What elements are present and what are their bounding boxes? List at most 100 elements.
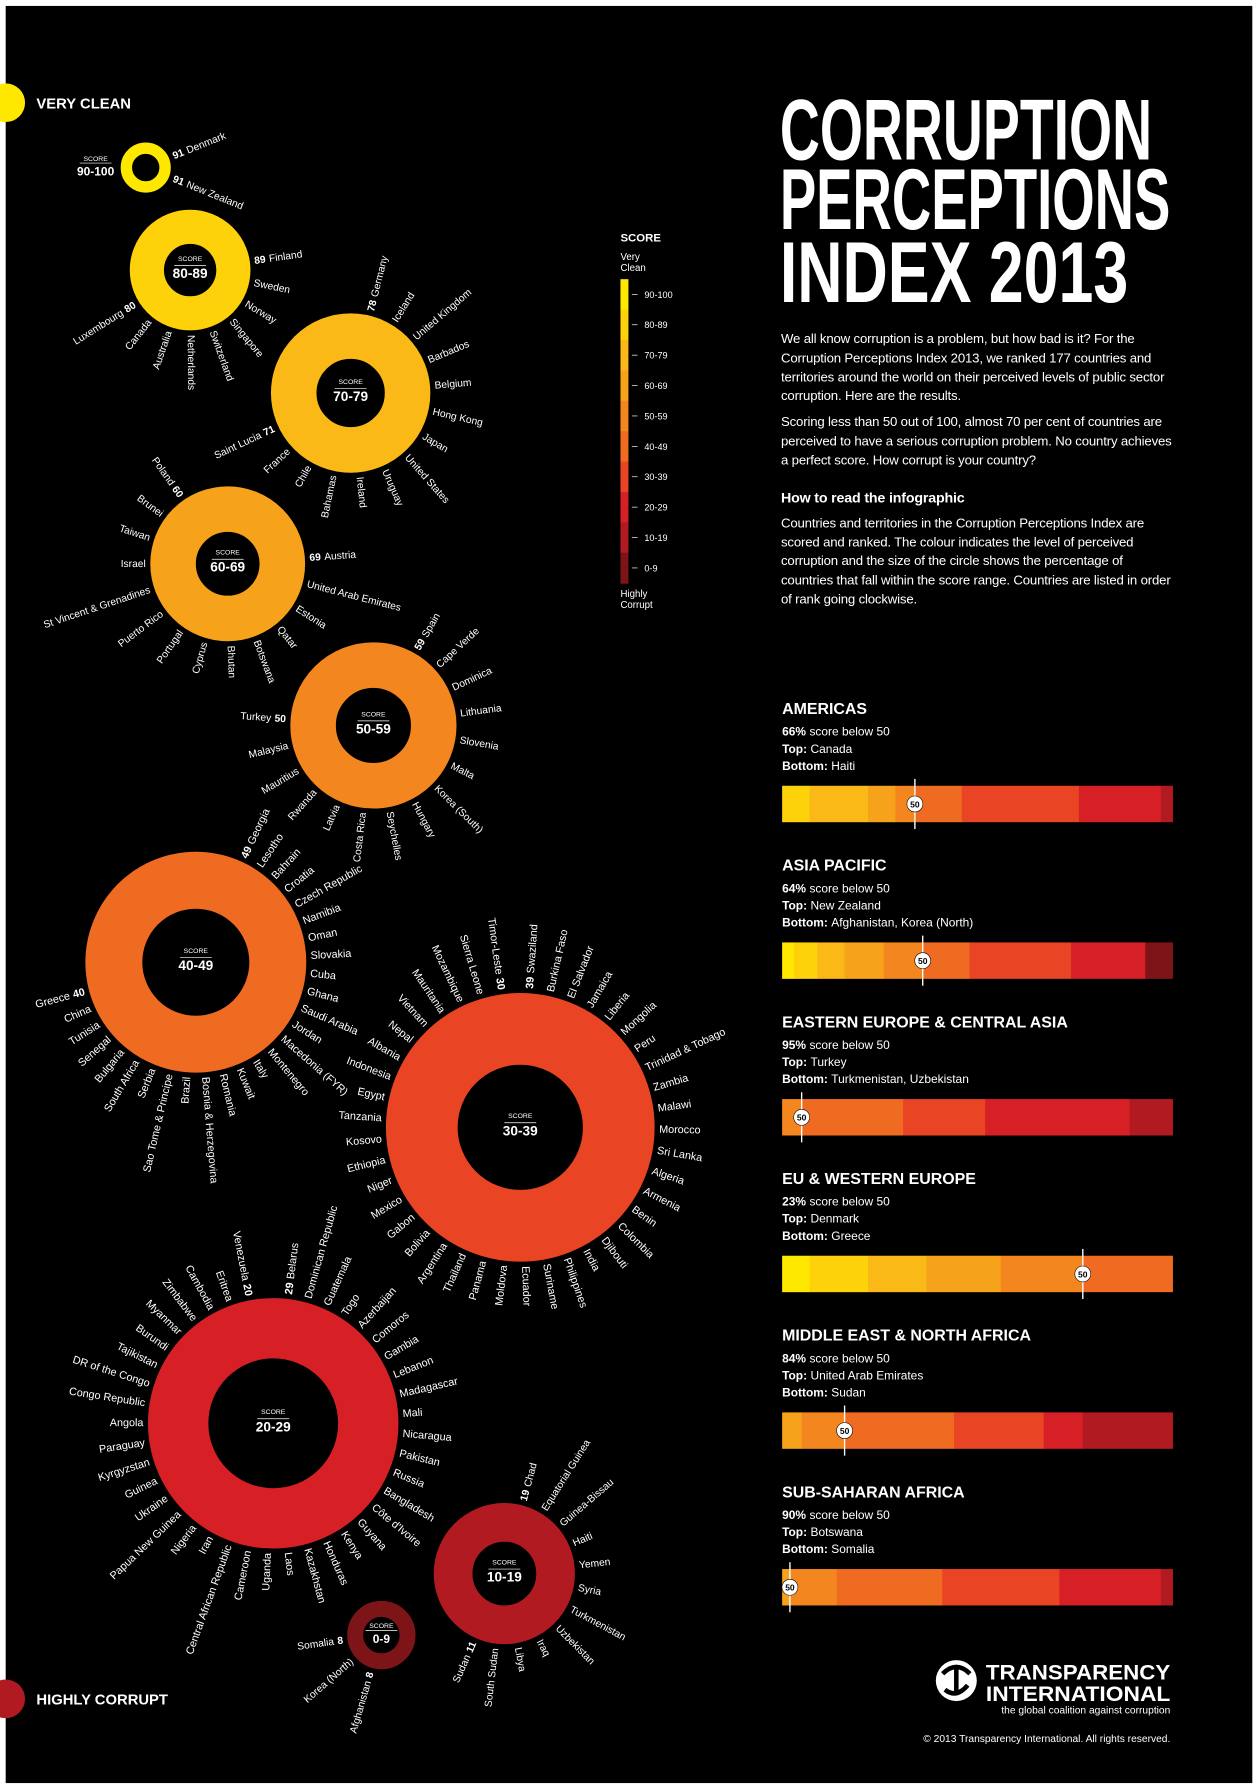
- country-name: Oman: [307, 926, 338, 944]
- region-segment: [969, 942, 1072, 979]
- region-bottom: Bottom: Turkmenistan, Uzbekistan: [782, 1072, 969, 1086]
- country-label: 69 Austria: [309, 549, 357, 563]
- country-score: 39: [524, 976, 537, 989]
- score-ring: [433, 1503, 575, 1645]
- region-name: EU & WESTERN EUROPE: [782, 1171, 976, 1188]
- how-to-text: Countries and territories in the Corrupt…: [780, 515, 1171, 607]
- bottom-label: Bottom:: [782, 1542, 828, 1556]
- region-bottom: Bottom: Haiti: [782, 759, 855, 773]
- region-segment: [1000, 1255, 1084, 1293]
- country-score: 29: [283, 1282, 296, 1295]
- score-ring: [347, 1600, 416, 1670]
- region-segment: [793, 942, 818, 979]
- country-name: Bhutan: [225, 646, 237, 679]
- legend-swatch: [620, 461, 629, 493]
- region-name: ASIA PACIFIC: [782, 858, 887, 875]
- region-segment: [817, 942, 845, 979]
- bottom-country: Greece: [831, 1229, 871, 1243]
- country-label: Turkey 50: [240, 711, 287, 725]
- top-label: Top:: [782, 1525, 807, 1539]
- region-segment: [926, 1255, 1002, 1293]
- region-segment: [895, 785, 916, 823]
- logo-tagline: the global coalition against corruption: [1001, 1706, 1170, 1717]
- top-label: Top:: [782, 1212, 807, 1226]
- region-top: Top: Turkey: [782, 1055, 846, 1069]
- legend-label: 20-29: [644, 503, 667, 513]
- country-name: Malawi: [657, 1098, 692, 1114]
- country-score: 69: [309, 552, 321, 564]
- legend-swatch: [620, 431, 629, 463]
- region-segment: [1078, 785, 1162, 823]
- country-label: Mali: [402, 1407, 423, 1420]
- ring-score-word: SCORE: [261, 1409, 286, 1416]
- region-pct: 90%: [782, 1508, 806, 1522]
- intro-paragraph: Scoring less than 50 out of 100, almost …: [780, 414, 1172, 468]
- legend-swatch: [620, 491, 629, 523]
- country-label: Brazil: [179, 1076, 193, 1104]
- country-score: 91: [171, 174, 186, 189]
- marker-label: 50: [1078, 1269, 1088, 1279]
- ring-score-word: SCORE: [184, 948, 209, 955]
- top-country: New Zealand: [811, 898, 881, 912]
- country-score: 30: [493, 977, 507, 991]
- ring-range: 0-9: [373, 1632, 391, 1646]
- legend-swatch: [620, 400, 629, 432]
- title-line: PERCEPTIONS: [780, 152, 1170, 248]
- country-name: Angola: [110, 1417, 144, 1429]
- country-name: Turkey: [240, 711, 272, 724]
- score-ring: [385, 992, 655, 1262]
- country-score: 8: [364, 1671, 376, 1680]
- region-segment: [809, 785, 869, 823]
- intro-paragraph: We all know corruption is a problem, but…: [780, 331, 1165, 404]
- region-segment: [1129, 1099, 1173, 1136]
- ring-range: 90-100: [77, 165, 115, 179]
- region-segment: [903, 1099, 986, 1136]
- region-segment: [1145, 942, 1173, 979]
- region-segment: [782, 1412, 802, 1449]
- country-label: Angola: [110, 1417, 144, 1429]
- country-name: Tanzania: [338, 1109, 382, 1124]
- country-name: Israel: [121, 559, 146, 570]
- region-summary: 66% score below 50: [782, 725, 890, 739]
- legend-swatch: [620, 339, 629, 371]
- region-summary: 23% score below 50: [782, 1195, 890, 1209]
- title-line: INDEX 2013: [780, 225, 1128, 321]
- country-name: Austria: [324, 549, 357, 562]
- country-label: Syria: [577, 1583, 602, 1598]
- corrupt-dot: [0, 1679, 26, 1719]
- legend-top: Very Clean: [620, 252, 645, 274]
- region-pct: 23%: [782, 1195, 806, 1209]
- region-name: EASTERN EUROPE & CENTRAL ASIA: [782, 1014, 1068, 1031]
- country-name: Swaziland: [525, 924, 540, 974]
- ring-range: 10-19: [487, 1570, 522, 1585]
- region-top: Top: New Zealand: [782, 898, 881, 912]
- region-below: score below 50: [809, 881, 890, 895]
- score-ring: [150, 486, 306, 642]
- country-name: Moldova: [493, 1265, 510, 1307]
- country-label: Ecuador: [519, 1266, 532, 1307]
- marker-dot: [906, 795, 924, 813]
- logo: [935, 1660, 977, 1702]
- country-name: Yemen: [578, 1557, 611, 1571]
- country-score: 71: [262, 424, 277, 439]
- country-label: Netherlands: [185, 335, 196, 390]
- country-name: Syria: [577, 1583, 602, 1598]
- top-label: Top:: [782, 1368, 807, 1382]
- marker-dot: [793, 1109, 810, 1126]
- ring-range: 30-39: [503, 1123, 538, 1138]
- top-country: United Arab Emirates: [811, 1368, 924, 1382]
- legend-bottom: Highly Corrupt: [620, 589, 653, 611]
- country-label: Ireland: [354, 476, 368, 509]
- country-label: Belgium: [434, 377, 472, 391]
- ring-range: 80-89: [173, 266, 208, 281]
- country-name: Uganda: [260, 1553, 274, 1591]
- copyright: © 2013 Transparency International. All r…: [923, 1734, 1170, 1745]
- ring-score-word: SCORE: [369, 1623, 394, 1630]
- side-label: VERY CLEAN: [36, 96, 131, 112]
- region-bottom: Bottom: Sudan: [782, 1385, 866, 1399]
- region-bottom: Bottom: Afghanistan, Korea (North): [782, 915, 973, 929]
- legend-swatch: [620, 279, 629, 311]
- region-below: score below 50: [809, 1195, 890, 1209]
